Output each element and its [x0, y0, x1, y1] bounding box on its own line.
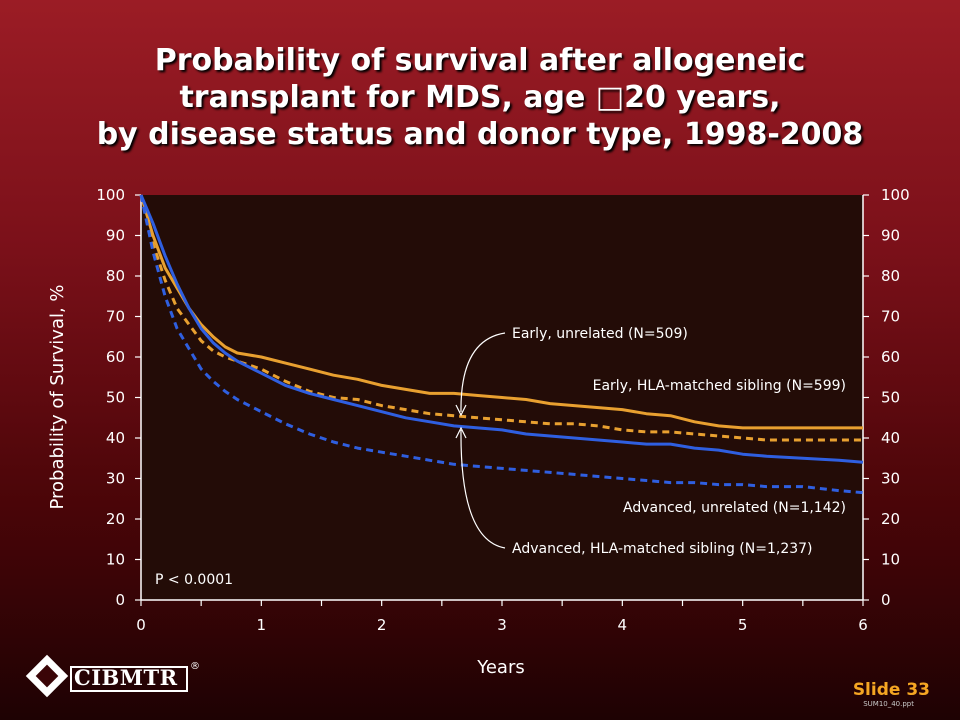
x-tick-label: 2	[377, 616, 387, 634]
x-tick-label: 3	[497, 616, 507, 634]
file-reference: SUM10_40.ppt	[863, 700, 914, 708]
series-line-3	[139, 194, 864, 464]
logo-registered-mark: ®	[190, 661, 200, 672]
y-tick-label-left: 30	[106, 470, 125, 488]
y-tick-label-left: 50	[106, 389, 125, 407]
y-tick-label-right: 100	[881, 186, 910, 204]
y-tick-label-left: 70	[106, 308, 125, 326]
title-line-2: transplant for MDS, age □20 years,	[179, 80, 781, 115]
callout-arrow-top	[455, 404, 467, 417]
y-tick-label-right: 70	[881, 308, 900, 326]
series-line-1	[139, 194, 863, 430]
x-axis-title: Years	[476, 657, 525, 678]
x-tick-label: 5	[738, 616, 748, 634]
y-tick-label-left: 40	[106, 429, 125, 447]
y-axis-title: Probability of Survival, %	[47, 284, 68, 509]
series-layer	[139, 194, 864, 495]
y-tick-label-left: 0	[115, 591, 125, 609]
y-tick-label-right: 90	[881, 227, 900, 245]
label-early-sibling: Early, HLA-matched sibling (N=599)	[593, 378, 846, 394]
y-tick-label-left: 90	[106, 227, 125, 245]
y-tick-label-left: 100	[96, 186, 125, 204]
logo-frame	[70, 666, 188, 692]
x-tick-label: 0	[136, 616, 146, 634]
x-tick-label: 6	[858, 616, 868, 634]
y-tick-label-right: 50	[881, 389, 900, 407]
x-tick-label: 4	[618, 616, 628, 634]
y-tick-label-right: 30	[881, 470, 900, 488]
callout-bracket-bottom	[460, 429, 506, 549]
x-tick-label: 1	[257, 616, 267, 634]
y-tick-label-left: 10	[106, 551, 125, 569]
y-tick-label-left: 20	[106, 510, 125, 528]
cibmtr-logo: CIBMTR ®	[25, 654, 200, 703]
slide-title: Probability of survival after allogeneic…	[0, 42, 960, 153]
y-tick-label-right: 60	[881, 348, 900, 366]
series-line-4	[139, 194, 864, 495]
y-tick-label-left: 60	[106, 348, 125, 366]
label-advanced-sibling: Advanced, HLA-matched sibling (N=1,237)	[512, 541, 813, 557]
y-tick-label-right: 20	[881, 510, 900, 528]
slide-number: Slide 33	[852, 680, 930, 700]
series-line-2	[139, 194, 863, 442]
y-tick-label-right: 40	[881, 429, 900, 447]
callout-arrow-bottom	[455, 426, 467, 439]
callout-bracket-top	[460, 332, 506, 413]
logo-text: CIBMTR	[74, 665, 178, 690]
title-line-1: Probability of survival after allogeneic	[154, 43, 806, 78]
y-tick-label-right: 0	[881, 591, 891, 609]
title-line-3: by disease status and donor type, 1998-2…	[96, 117, 864, 152]
pvalue-label: P < 0.0001	[155, 572, 233, 588]
label-early-unrelated: Early, unrelated (N=509)	[512, 326, 688, 342]
y-tick-label-left: 80	[106, 267, 125, 285]
label-advanced-unrelated: Advanced, unrelated (N=1,142)	[623, 500, 846, 516]
y-tick-label-right: 10	[881, 551, 900, 569]
y-tick-label-right: 80	[881, 267, 900, 285]
